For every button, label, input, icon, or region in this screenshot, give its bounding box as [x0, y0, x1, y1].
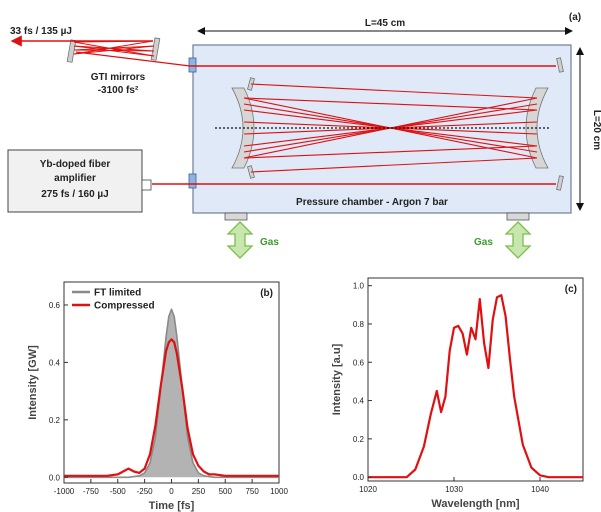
panel-label: (c)	[565, 284, 577, 295]
y-tick-label: 0.4	[49, 358, 61, 367]
panel-b-chart: -1000 -750 -500 -250 0 250 500 750 1000 0.0 0.2 0.4…	[27, 281, 288, 512]
y-tick-label: 0.0	[353, 473, 365, 482]
x-tick-label: 500	[219, 487, 233, 496]
amp-label-3: 275 fs / 160 µJ	[41, 189, 108, 200]
panel-a-label: (a)	[569, 12, 581, 23]
x-tick-label: -1000	[54, 487, 75, 496]
gas-arrow-right-icon	[504, 221, 532, 259]
fiber-amplifier-box	[7, 149, 143, 213]
x-tick-label: -500	[110, 487, 127, 496]
gti-mirror-right	[150, 37, 161, 61]
amp-label-1: Yb-doped fiber	[40, 159, 111, 170]
x-tick-label: 1020	[359, 485, 377, 494]
window-bottom	[188, 173, 197, 189]
x-tick-label: 250	[192, 487, 206, 496]
series-0-area	[64, 309, 279, 478]
panel-label: (b)	[260, 288, 273, 299]
series-0-line	[64, 308, 279, 479]
window-top	[188, 57, 197, 73]
fiber-amplifier-port	[141, 179, 152, 191]
plot-frame	[367, 277, 584, 482]
panel-a-setup: Gas Gas L=45 cm L=20 cm (a)	[7, 12, 601, 259]
gas-port-right	[506, 212, 530, 221]
gas-port-left	[224, 212, 248, 221]
length-label: L=45 cm	[365, 18, 405, 29]
x-tick-label: 1040	[531, 485, 549, 494]
height-label: L=20 cm	[591, 110, 601, 150]
gas-label-right: Gas	[474, 237, 493, 248]
y-tick-label: 0.2	[49, 416, 61, 425]
x-tick-label: 0	[169, 487, 174, 496]
x-tick-label: 1030	[445, 485, 463, 494]
y-axis-label: Intensity [a.u]	[331, 343, 343, 415]
gti-label-2: -3100 fs²	[98, 85, 139, 96]
x-axis-label: Wavelength [nm]	[431, 498, 520, 510]
y-tick-label: 1.0	[353, 282, 365, 291]
x-tick-label: 750	[245, 487, 259, 496]
legend-entry: Compressed	[94, 301, 155, 312]
y-axis-label: Intensity [GW]	[27, 345, 39, 420]
gti-label-1: GTI mirrors	[91, 72, 146, 83]
gti-mirror-left	[66, 39, 77, 63]
output-beam-gti	[75, 51, 191, 67]
x-tick-label: -750	[83, 487, 100, 496]
x-axis-label: Time [fs]	[149, 500, 195, 512]
y-tick-label: 0.6	[49, 301, 61, 310]
panel-c-chart: 1020 1030 1040 0.0 0.2 0.4 0.6 0.8 1.0 Wavelength…	[331, 277, 584, 510]
gas-arrow-left-icon	[226, 221, 254, 259]
multipass-beams	[243, 83, 538, 173]
y-tick-label: 0.8	[353, 320, 365, 329]
series-1-line	[64, 338, 279, 477]
flat-mirror-bottom-right	[556, 175, 564, 191]
gas-label-left: Gas	[260, 237, 279, 248]
x-tick-label: -250	[137, 487, 154, 496]
gti-beams	[73, 40, 155, 57]
y-tick-label: 0.6	[353, 358, 365, 367]
output-label: 33 fs / 135 µJ	[10, 26, 72, 37]
y-tick-label: 0.4	[353, 397, 365, 406]
legend-entry: FT limited	[94, 288, 141, 299]
flat-mirror-top-right	[556, 57, 564, 73]
chamber-label: Pressure chamber - Argon 7 bar	[296, 197, 448, 208]
y-tick-label: 0.0	[49, 473, 61, 482]
amp-label-2: amplifier	[54, 173, 96, 184]
y-tick-label: 0.2	[353, 435, 365, 444]
x-tick-label: 1000	[270, 487, 288, 496]
series-0-line	[368, 294, 583, 479]
